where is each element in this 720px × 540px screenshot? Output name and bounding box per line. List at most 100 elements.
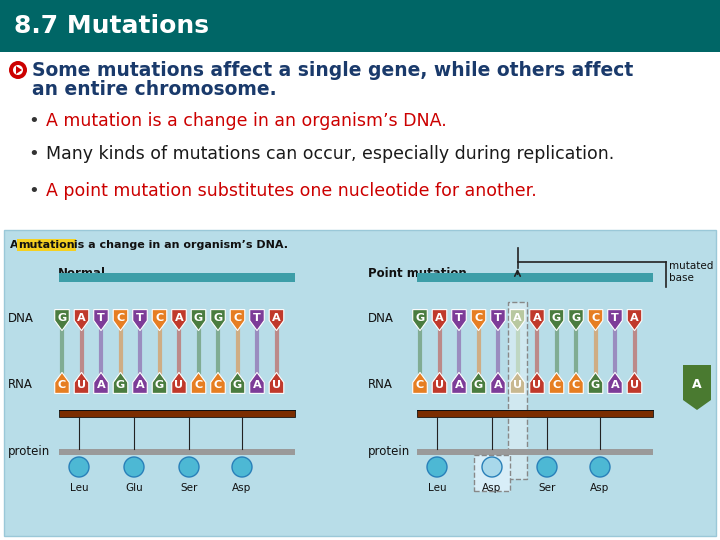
Text: Glu: Glu <box>125 483 143 493</box>
Text: A: A <box>533 313 541 323</box>
Text: Normal: Normal <box>58 267 106 280</box>
Text: C: C <box>474 313 482 323</box>
Text: A: A <box>494 380 503 390</box>
Bar <box>0 0 720 52</box>
Text: protein: protein <box>8 446 50 458</box>
Polygon shape <box>530 373 544 394</box>
Polygon shape <box>172 373 186 394</box>
Text: T: T <box>253 313 261 323</box>
Bar <box>59 449 295 455</box>
Text: A: A <box>253 380 261 390</box>
Polygon shape <box>94 309 108 330</box>
Text: T: T <box>455 313 463 323</box>
Polygon shape <box>413 373 427 394</box>
Text: G: G <box>213 313 222 323</box>
Text: C: C <box>416 380 424 390</box>
Polygon shape <box>608 309 622 330</box>
Circle shape <box>537 457 557 477</box>
Text: C: C <box>156 313 163 323</box>
Text: A: A <box>10 240 22 250</box>
Circle shape <box>69 457 89 477</box>
Text: A: A <box>630 313 639 323</box>
Circle shape <box>232 457 252 477</box>
Text: is a change in an organism’s DNA.: is a change in an organism’s DNA. <box>70 240 288 250</box>
Text: G: G <box>194 313 203 323</box>
Text: •: • <box>28 182 39 200</box>
Bar <box>474 455 510 491</box>
Text: Asp: Asp <box>233 483 251 493</box>
Text: A: A <box>96 380 105 390</box>
Text: A: A <box>77 313 86 323</box>
Polygon shape <box>152 309 167 330</box>
Polygon shape <box>530 309 544 330</box>
Text: Point mutation: Point mutation <box>368 267 467 280</box>
Polygon shape <box>132 373 148 394</box>
Polygon shape <box>413 309 427 330</box>
Text: U: U <box>272 380 281 390</box>
Text: A: A <box>454 380 464 390</box>
Polygon shape <box>569 373 583 394</box>
Text: C: C <box>552 380 561 390</box>
Text: G: G <box>116 380 125 390</box>
Text: G: G <box>415 313 425 323</box>
Text: RNA: RNA <box>368 379 393 392</box>
Circle shape <box>9 61 27 79</box>
Text: U: U <box>435 380 444 390</box>
Polygon shape <box>74 373 89 394</box>
Polygon shape <box>94 373 108 394</box>
Text: DNA: DNA <box>8 312 34 325</box>
Text: G: G <box>233 380 242 390</box>
Polygon shape <box>16 66 22 74</box>
Text: A mutation is a change in an organism’s DNA.: A mutation is a change in an organism’s … <box>46 112 446 130</box>
Text: protein: protein <box>368 446 410 458</box>
Text: T: T <box>494 313 502 323</box>
Polygon shape <box>588 373 603 394</box>
Text: G: G <box>552 313 561 323</box>
Polygon shape <box>510 309 525 330</box>
Polygon shape <box>549 373 564 394</box>
Circle shape <box>427 457 447 477</box>
Text: mutated
base: mutated base <box>669 261 714 283</box>
Text: U: U <box>513 380 522 390</box>
Polygon shape <box>432 309 447 330</box>
Polygon shape <box>113 373 127 394</box>
Polygon shape <box>152 373 167 394</box>
Polygon shape <box>55 373 69 394</box>
Polygon shape <box>510 373 525 394</box>
Text: G: G <box>58 313 67 323</box>
Bar <box>417 410 653 417</box>
Polygon shape <box>230 373 245 394</box>
Text: RNA: RNA <box>8 379 33 392</box>
Text: U: U <box>630 380 639 390</box>
Text: U: U <box>77 380 86 390</box>
Text: G: G <box>572 313 580 323</box>
Polygon shape <box>432 373 447 394</box>
Bar <box>417 273 653 282</box>
Polygon shape <box>211 309 225 330</box>
Polygon shape <box>113 309 127 330</box>
Text: C: C <box>117 313 125 323</box>
Bar <box>508 302 527 479</box>
Polygon shape <box>471 373 486 394</box>
Text: T: T <box>611 313 619 323</box>
Polygon shape <box>55 309 69 330</box>
Bar <box>59 273 295 282</box>
Text: Some mutations affect a single gene, while others affect: Some mutations affect a single gene, whi… <box>32 61 634 80</box>
Bar <box>4 230 716 536</box>
Text: G: G <box>591 380 600 390</box>
Polygon shape <box>230 309 245 330</box>
Polygon shape <box>569 309 583 330</box>
Text: A: A <box>272 313 281 323</box>
Text: C: C <box>591 313 600 323</box>
Polygon shape <box>627 309 642 330</box>
Text: A: A <box>435 313 444 323</box>
Polygon shape <box>172 309 186 330</box>
Text: C: C <box>214 380 222 390</box>
Text: Many kinds of mutations can occur, especially during replication.: Many kinds of mutations can occur, espec… <box>46 145 614 163</box>
Polygon shape <box>588 309 603 330</box>
Text: G: G <box>474 380 483 390</box>
Polygon shape <box>269 309 284 330</box>
Text: an entire chromosome.: an entire chromosome. <box>32 80 276 99</box>
Text: Ser: Ser <box>539 483 556 493</box>
Text: U: U <box>532 380 541 390</box>
